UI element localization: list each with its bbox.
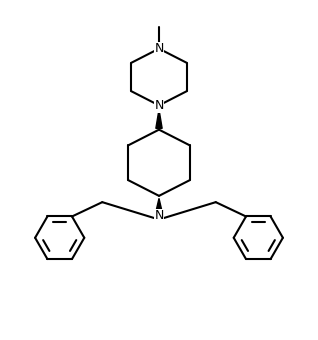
Text: N: N	[154, 99, 164, 112]
Text: N: N	[154, 42, 164, 55]
Polygon shape	[156, 109, 162, 129]
Polygon shape	[156, 198, 162, 212]
Text: N: N	[154, 209, 164, 222]
